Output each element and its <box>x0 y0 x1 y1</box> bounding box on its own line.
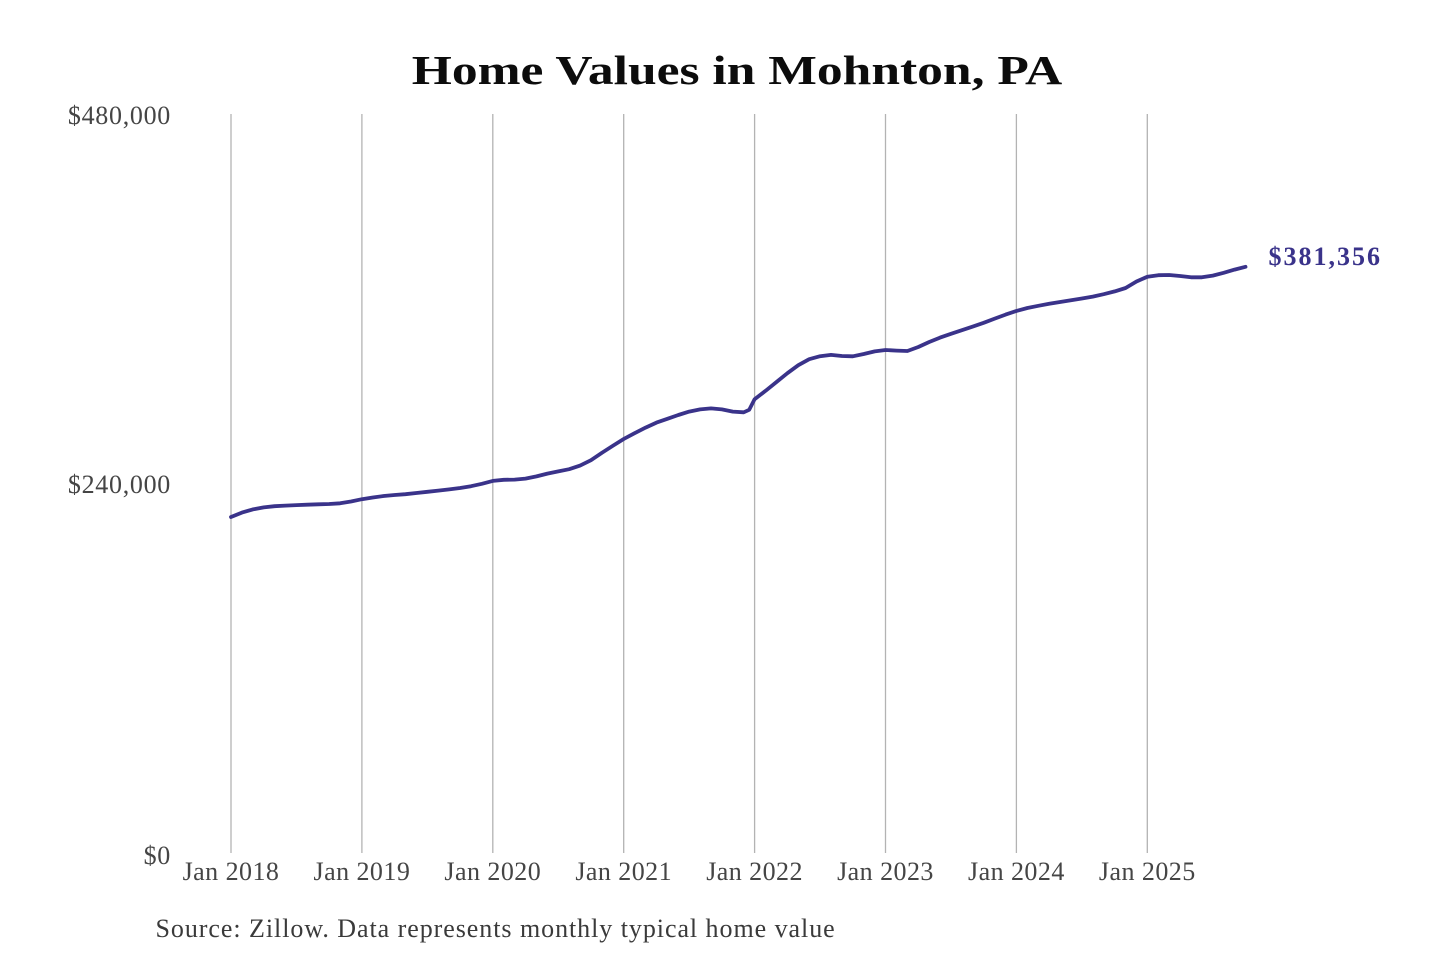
svg-text:Jan 2021: Jan 2021 <box>575 857 672 886</box>
svg-text:Jan 2019: Jan 2019 <box>314 857 411 886</box>
svg-text:Jan 2018: Jan 2018 <box>183 857 280 886</box>
svg-text:Jan 2022: Jan 2022 <box>706 857 803 886</box>
svg-text:$240,000: $240,000 <box>68 470 171 499</box>
svg-text:$480,000: $480,000 <box>68 101 171 130</box>
svg-text:Source: Zillow. Data represent: Source: Zillow. Data represents monthly … <box>156 914 836 943</box>
svg-text:$381,356: $381,356 <box>1269 242 1383 271</box>
svg-text:$0: $0 <box>144 841 171 870</box>
svg-text:Home Values in Mohnton, PA: Home Values in Mohnton, PA <box>412 48 1063 94</box>
svg-text:Jan 2024: Jan 2024 <box>968 857 1065 886</box>
svg-text:Jan 2023: Jan 2023 <box>837 857 934 886</box>
svg-text:Jan 2025: Jan 2025 <box>1099 857 1196 886</box>
svg-text:Jan 2020: Jan 2020 <box>444 857 541 886</box>
